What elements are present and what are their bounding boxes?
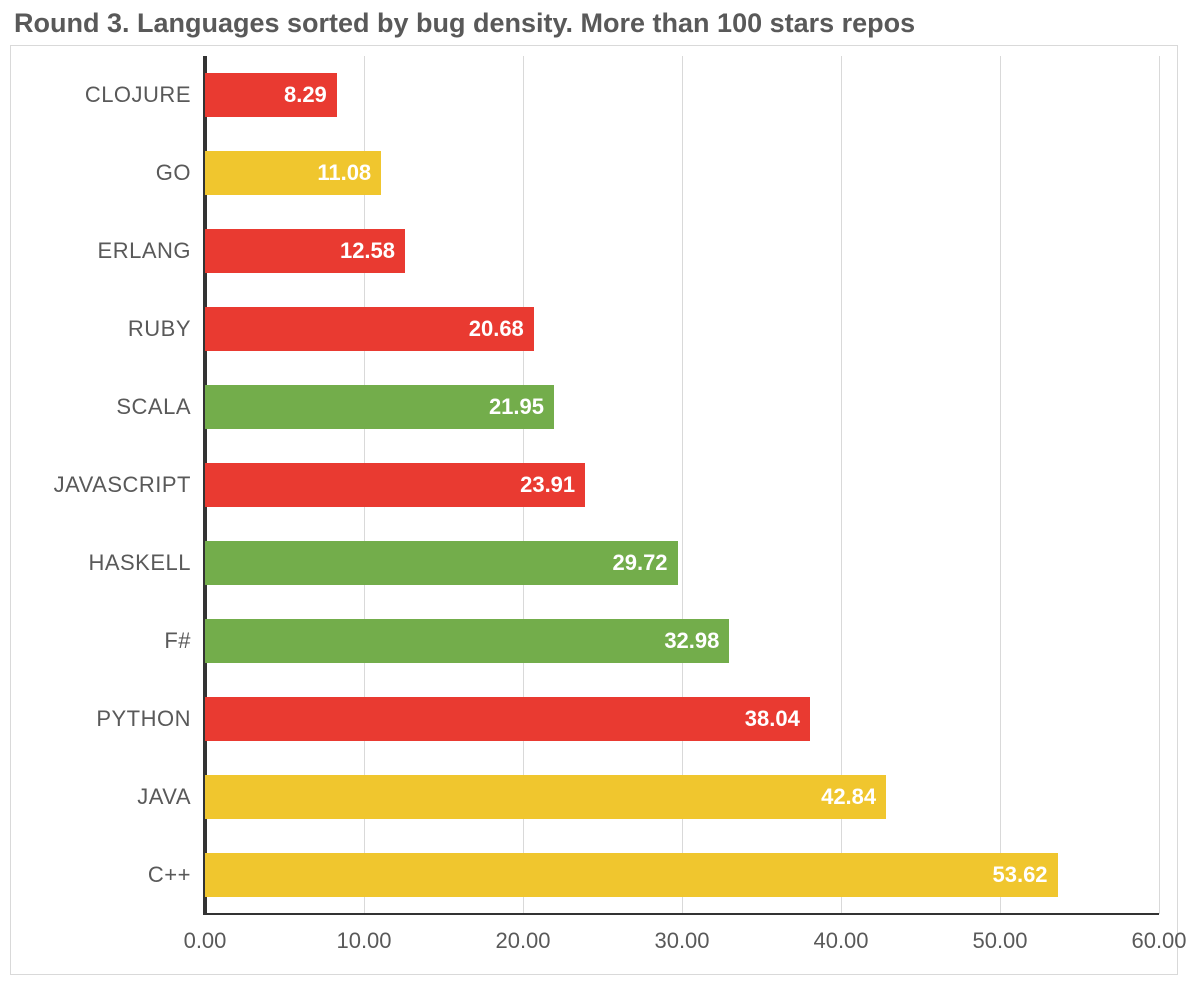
bar: 32.98 [205,619,729,663]
category-label: SCALA [116,394,191,420]
x-tick-label: 50.00 [972,928,1027,954]
bar-value-label: 11.08 [317,160,371,186]
category-label: JAVASCRIPT [54,472,191,498]
plot-area: 8.29 11.08 12.58 20.68 21.95 23.91 29.72 32.98 3… [205,56,1159,914]
x-tick-label: 0.00 [184,928,227,954]
gridline [1159,56,1160,914]
bar-value-label: 42.84 [821,784,876,810]
x-tick-label: 30.00 [654,928,709,954]
bar: 38.04 [205,697,810,741]
bar: 42.84 [205,775,886,819]
bar: 20.68 [205,307,534,351]
bar-value-label: 8.29 [284,82,327,108]
bar-value-label: 23.91 [520,472,575,498]
x-tick-label: 20.00 [495,928,550,954]
bar-value-label: 20.68 [469,316,524,342]
bar-value-label: 29.72 [612,550,667,576]
x-axis-line [203,913,1159,915]
chart-title: Round 3. Languages sorted by bug density… [14,8,1180,39]
category-label: HASKELL [88,550,191,576]
category-label: C++ [148,862,191,888]
x-tick-label: 60.00 [1131,928,1186,954]
x-tick-label: 10.00 [336,928,391,954]
bar-value-label: 32.98 [664,628,719,654]
bar: 8.29 [205,73,337,117]
category-label: F# [164,628,191,654]
bar-value-label: 12.58 [340,238,395,264]
gridline [1000,56,1001,914]
bar: 11.08 [205,151,381,195]
bar: 29.72 [205,541,678,585]
category-label: JAVA [137,784,191,810]
chart-panel: 8.29 11.08 12.58 20.68 21.95 23.91 29.72 32.98 3… [10,45,1178,975]
bar: 21.95 [205,385,554,429]
bar-value-label: 38.04 [745,706,800,732]
category-label: CLOJURE [85,82,191,108]
category-label: ERLANG [98,238,191,264]
bar: 23.91 [205,463,585,507]
bar: 53.62 [205,853,1058,897]
category-label: RUBY [128,316,191,342]
category-label: PYTHON [96,706,191,732]
bar-value-label: 53.62 [992,862,1047,888]
bar-value-label: 21.95 [489,394,544,420]
category-label: GO [156,160,191,186]
x-tick-label: 40.00 [813,928,868,954]
bar: 12.58 [205,229,405,273]
